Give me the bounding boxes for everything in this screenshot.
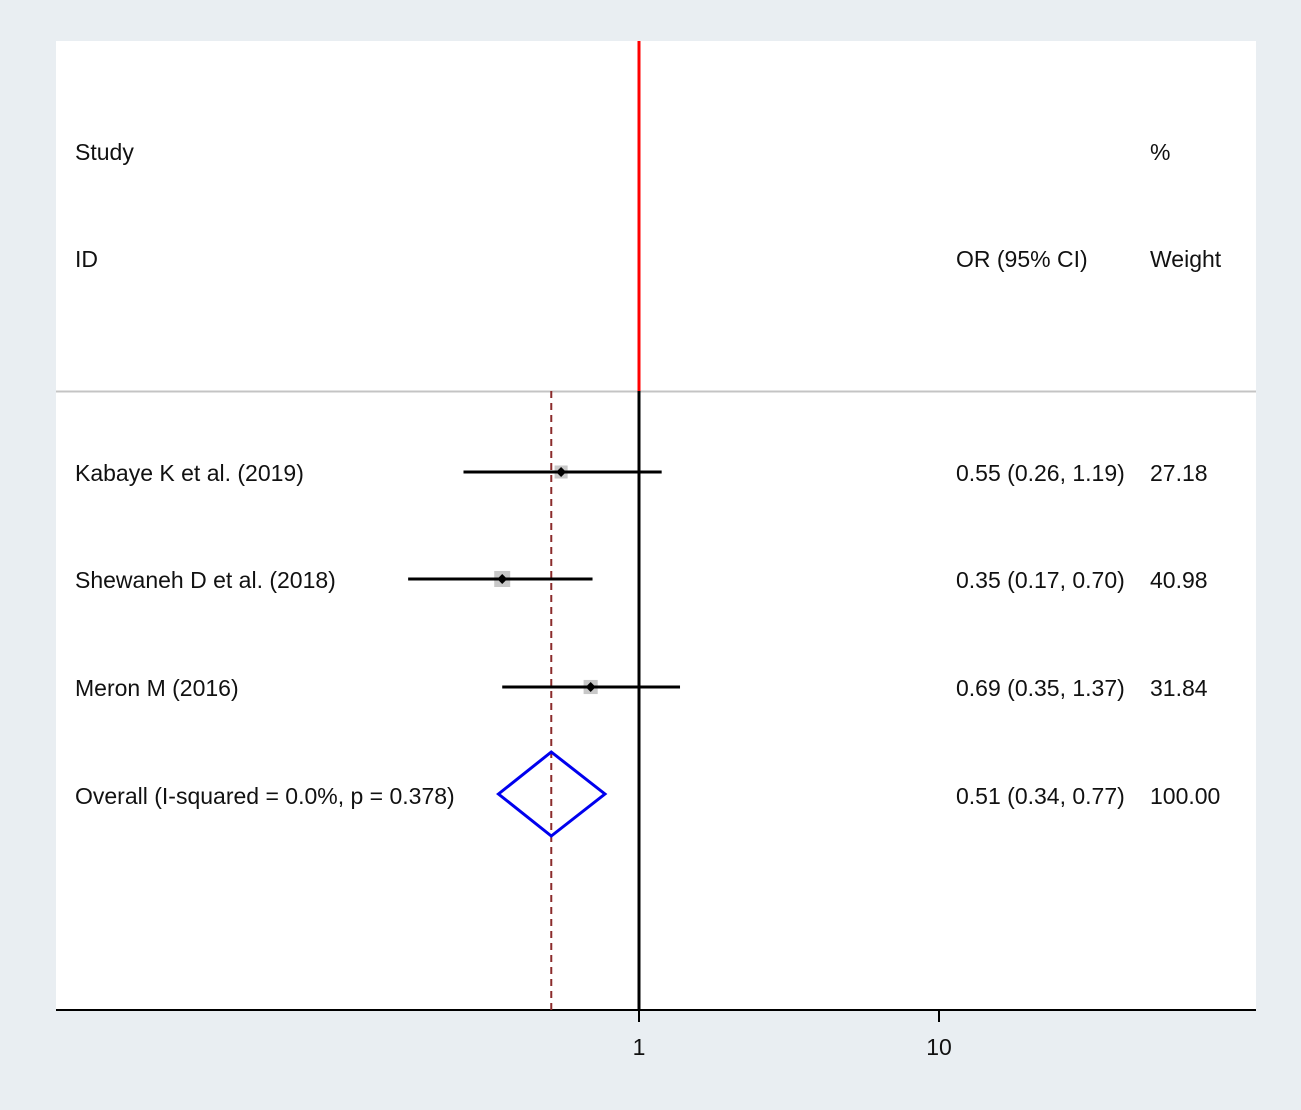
x-tick-label: 10: [926, 1034, 952, 1060]
study-weight: 40.98: [1150, 567, 1208, 593]
study-or-ci: 0.55 (0.26, 1.19): [956, 460, 1125, 486]
overall-diamond: [496, 750, 608, 838]
overall-weight: 100.00: [1150, 783, 1221, 809]
point-estimate: [585, 682, 596, 692]
overall-or-ci: 0.51 (0.34, 0.77): [956, 783, 1125, 809]
study-label: Shewaneh D et al. (2018): [75, 567, 336, 593]
forest-plot: Study ID % OR (95% CI) Weight Kabaye K e…: [56, 41, 1256, 1059]
x-tick-label: 1: [632, 1034, 646, 1060]
header-or-ci: OR (95% CI): [956, 246, 1088, 272]
point-estimate: [497, 574, 508, 584]
study-or-ci: 0.35 (0.17, 0.70): [956, 567, 1125, 593]
header-weight: Weight: [1150, 246, 1222, 272]
study-label: Meron M (2016): [75, 675, 239, 701]
header-percent: %: [1150, 139, 1171, 165]
study-weight: 31.84: [1150, 675, 1208, 701]
study-weight: 27.18: [1150, 460, 1208, 486]
study-label: Kabaye K et al. (2019): [75, 460, 304, 486]
forest-plot-svg: [56, 41, 1256, 1022]
overall-label: Overall (I-squared = 0.0%, p = 0.378): [75, 783, 455, 809]
study-or-ci: 0.69 (0.35, 1.37): [956, 675, 1125, 701]
header-study: Study: [75, 139, 134, 165]
point-estimate: [556, 467, 567, 477]
header-id: ID: [75, 246, 98, 272]
